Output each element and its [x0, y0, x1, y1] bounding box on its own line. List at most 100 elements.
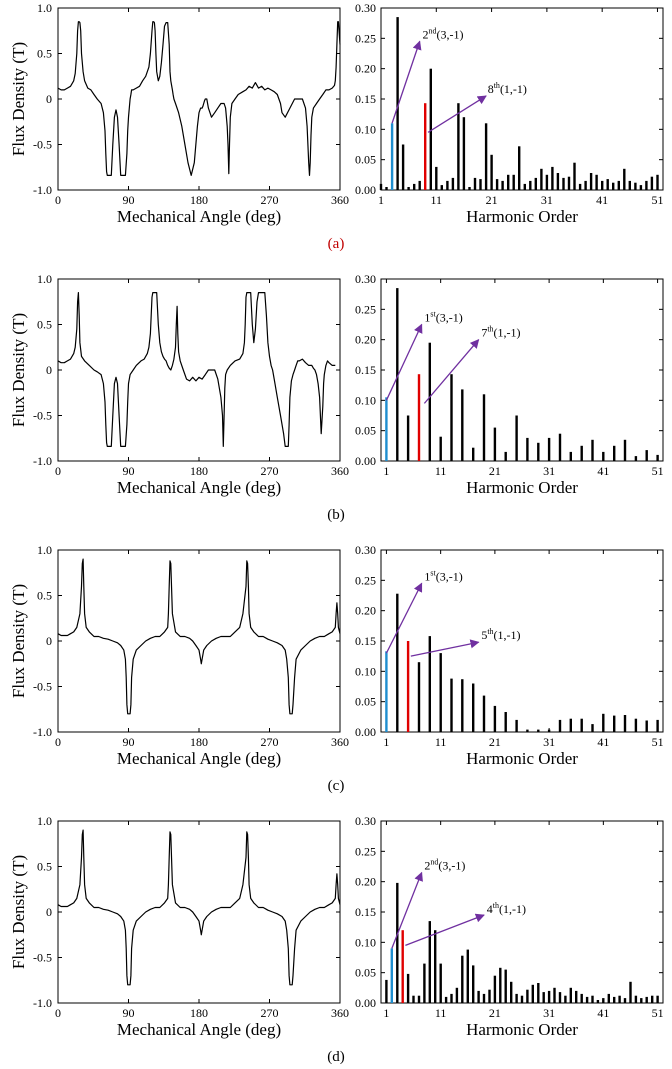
- spectrum-bar: [439, 963, 442, 1003]
- annotation-order-suffix: st: [430, 309, 436, 318]
- spectrum-x-tick-label: 21: [489, 735, 501, 749]
- spectrum-bar: [585, 996, 589, 1003]
- spectrum-bar: [613, 445, 616, 461]
- waveform-y-tick-label: 1.0: [37, 814, 52, 828]
- spectrum-bar: [439, 653, 442, 732]
- annotation-label: 1st(3,-1): [424, 309, 462, 324]
- spectrum-bar: [444, 996, 448, 1003]
- annotation-arrow: [385, 582, 423, 654]
- spectrum-bar: [406, 973, 410, 1003]
- spectrum-bar: [396, 593, 399, 732]
- waveform-y-tick-label: 0.5: [37, 589, 52, 603]
- spectrum-bar: [499, 967, 502, 1003]
- spectrum-bar: [602, 713, 605, 732]
- spectrum-bar: [515, 719, 518, 732]
- annotation-arrow: [405, 913, 485, 946]
- annotation-order: 1: [424, 310, 430, 324]
- spectrum-x-tick-label: 11: [435, 735, 447, 749]
- waveform-x-tick-label: 270: [261, 464, 279, 478]
- spectrum-bar: [450, 993, 453, 1003]
- spectrum-bar: [493, 427, 497, 461]
- spectrum-bar: [455, 987, 459, 1003]
- spectrum-bar: [385, 397, 388, 461]
- spectrum-bar: [562, 177, 565, 190]
- waveform-x-axis-label: Mechanical Angle (deg): [117, 207, 281, 226]
- waveform-x-tick-label: 90: [123, 464, 135, 478]
- spectrum-bar: [417, 995, 421, 1003]
- spectrum-bar: [573, 162, 576, 190]
- spectrum-chart: 0.000.050.100.150.200.250.301 11 21 31 41 511…: [355, 543, 664, 768]
- waveform-chart: 0 90 180 270 360 -1.0 -0.5 0 0.5 1.0 Mechanical An…: [9, 1, 349, 226]
- waveform-y-axis-label: Flux Density (T): [9, 42, 28, 156]
- spectrum-x-tick-label: 51: [652, 1006, 664, 1020]
- spectrum-bar: [575, 990, 578, 1003]
- waveform-series-line: [57, 829, 341, 986]
- spectrum-x-tick-label: 31: [543, 1006, 555, 1020]
- annotation-label: 2nd(3,-1): [422, 26, 463, 41]
- spectrum-bar: [379, 183, 383, 190]
- waveform-y-tick-label: 0.5: [37, 860, 52, 874]
- spectrum-bar: [569, 451, 572, 461]
- spectrum-bar: [537, 729, 540, 732]
- spectrum-y-tick-label: 0.15: [355, 363, 376, 377]
- spectrum-bar: [477, 990, 480, 1003]
- annotation-pair: (3,-1): [436, 27, 463, 41]
- spectrum-y-tick-label: 0.20: [355, 875, 376, 889]
- spectrum-bar: [602, 998, 605, 1003]
- spectrum-bar: [595, 174, 598, 190]
- spectrum-y-tick-label: 0.30: [355, 1, 376, 15]
- waveform-chart: 0 90 180 270 360 -1.0 -0.5 0 0.5 1.0 Mechanical An…: [9, 543, 349, 768]
- spectrum-bar: [613, 715, 616, 732]
- spectrum-bar: [623, 168, 626, 190]
- spectrum-bar: [531, 984, 534, 1003]
- waveform-x-axis-label: Mechanical Angle (deg): [117, 1020, 281, 1039]
- annotation-arrow: [423, 338, 480, 404]
- spectrum-bar: [578, 183, 582, 190]
- panel-label: (d): [327, 1049, 345, 1065]
- spectrum-bar: [461, 679, 464, 732]
- waveform-series-line: [57, 21, 341, 176]
- spectrum-bar: [461, 389, 464, 461]
- spectrum-y-tick-label: 0.05: [355, 966, 376, 980]
- spectrum-bar: [540, 168, 543, 190]
- spectrum-chart: 0.000.050.100.150.200.250.301 11 21 31 41 512…: [355, 1, 664, 226]
- spectrum-bar: [396, 17, 399, 190]
- waveform-y-tick-label: -1.0: [33, 454, 52, 468]
- annotation-label: 4th(1,-1): [487, 901, 526, 916]
- spectrum-y-tick-label: 0.10: [355, 664, 376, 678]
- spectrum-bar: [428, 921, 431, 1003]
- spectrum-bar: [534, 177, 537, 190]
- spectrum-bar: [472, 683, 475, 732]
- spectrum-x-tick-label: 51: [651, 193, 663, 207]
- spectrum-bar: [428, 342, 431, 461]
- waveform-x-tick-label: 90: [123, 1006, 135, 1020]
- spectrum-chart: 0.000.050.100.150.200.250.301 11 21 31 41 511…: [355, 272, 664, 497]
- spectrum-bar: [656, 719, 659, 732]
- waveform-x-tick-label: 180: [190, 464, 208, 478]
- spectrum-bar: [461, 955, 464, 1003]
- spectrum-bar: [501, 180, 504, 190]
- spectrum-bar: [526, 989, 529, 1003]
- spectrum-x-tick-label: 41: [597, 735, 609, 749]
- spectrum-bar: [558, 719, 562, 732]
- waveform-x-tick-label: 180: [190, 193, 208, 207]
- spectrum-bar: [629, 981, 632, 1003]
- waveform-y-tick-label: -0.5: [33, 138, 52, 152]
- spectrum-bar: [413, 183, 416, 190]
- spectrum-y-tick-label: 0.00: [355, 996, 376, 1010]
- annotation-order-suffix: th: [493, 901, 499, 910]
- spectrum-bar: [407, 187, 410, 190]
- waveform-y-tick-label: -0.5: [33, 680, 52, 694]
- spectrum-bar: [472, 965, 475, 1003]
- annotation-arrow: [410, 639, 480, 657]
- annotation-label: 2nd(3,-1): [424, 858, 465, 873]
- spectrum-bar: [545, 174, 549, 190]
- spectrum-bar: [440, 185, 443, 190]
- waveform-x-axis-label: Mechanical Angle (deg): [117, 749, 281, 768]
- waveform-x-tick-label: 360: [331, 735, 349, 749]
- annotation-arrow: [391, 40, 422, 124]
- spectrum-bar: [591, 724, 594, 732]
- spectrum-x-tick-label: 31: [541, 193, 553, 207]
- spectrum-y-tick-label: 0.00: [355, 725, 376, 739]
